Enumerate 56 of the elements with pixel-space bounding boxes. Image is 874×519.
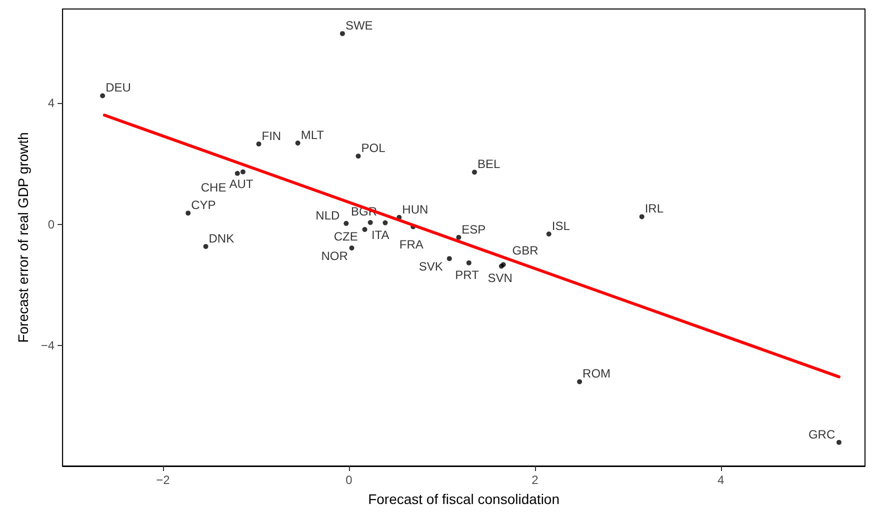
data-label: SWE [345,18,373,33]
data-label: ESP [462,222,486,236]
y-tick-label: 4 [48,96,55,110]
data-label: ISL [552,219,570,234]
point [240,169,246,174]
point [203,244,208,249]
point [836,440,842,445]
data-label: SVN [488,271,512,286]
data-label: GBR [512,244,539,258]
data-label: ROM [582,366,611,381]
point [577,379,582,384]
point [340,31,345,36]
point [234,170,240,176]
data-label: NLD [316,208,340,222]
data-label: HUN [402,202,428,216]
x-tick-label: −2 [156,473,170,487]
y-tick-label: 0 [48,217,55,232]
point [546,232,552,237]
point [368,220,373,225]
point [356,154,361,159]
point [349,245,354,250]
point [256,141,262,146]
point [295,140,300,146]
data-label: SVK [418,260,443,274]
data-label: ITA [371,228,390,242]
y-tick-label: −4 [40,338,55,353]
x-tick-label: 4 [718,473,725,487]
data-label: BEL [477,157,500,172]
data-label: POL [361,141,386,156]
x-tick-label: 0 [346,473,353,487]
data-label: CZE [334,229,358,244]
point [100,93,106,98]
point [472,170,477,175]
x-axis-title: Forecast of fiscal consolidation [368,491,560,507]
data-label: CYP [191,198,216,212]
point [456,234,462,240]
data-label: IRL [644,202,664,216]
point [639,214,644,220]
point [446,256,452,262]
y-axis-title: Forecast error of real GDP growth [15,132,31,343]
data-label: DNK [208,231,234,246]
data-label: FIN [262,128,282,143]
point [186,210,191,216]
point [362,226,368,232]
data-label: DEU [106,80,131,95]
data-label: MLT [300,128,325,142]
data-label: FRA [399,238,424,252]
point [382,220,388,226]
data-label: GRC [808,427,836,442]
data-label: CHE [200,180,226,194]
point [466,260,472,266]
data-label: PRT [455,268,480,282]
point [344,220,349,226]
data-label: AUT [229,176,254,191]
x-tick-label: 2 [532,473,539,487]
data-label: NOR [321,248,348,263]
